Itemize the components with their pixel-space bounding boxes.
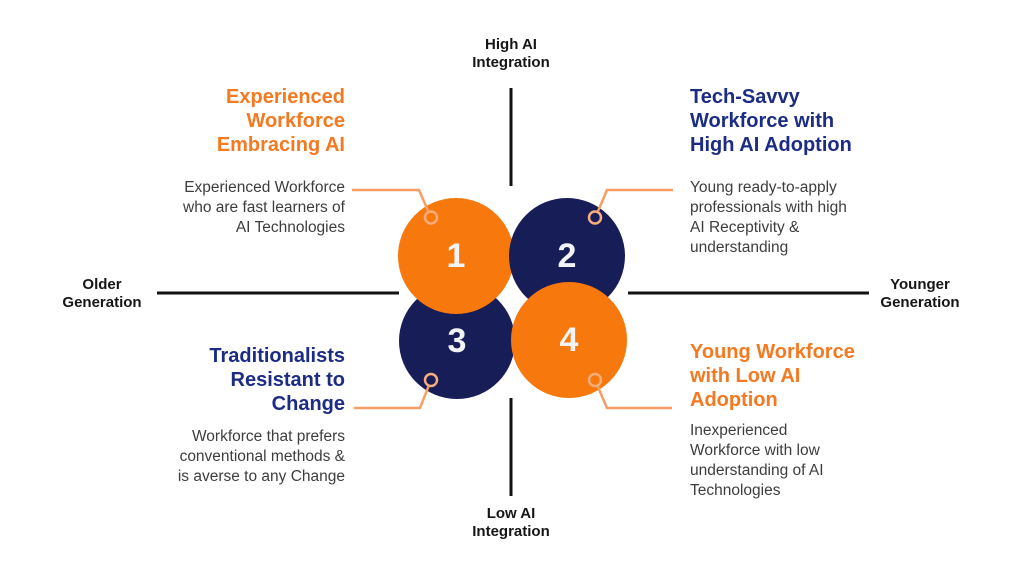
quadrant-3-description-line: conventional methods & [179,448,345,465]
connector-line-quadrant2 [596,188,673,212]
circle-4-number: 4 [559,321,579,359]
circle-3-traditionalists: 3 [399,283,515,399]
quadrant-3-description-line: is averse to any Change [177,468,345,485]
quadrant-1-description-line: Experienced Workforce [184,179,345,196]
quadrant-4-title-line: Young Workforce [690,341,855,363]
quadrant-2-title-line: Workforce with [690,110,835,132]
quadrant-2-description-line: understanding [690,239,789,256]
quadrant-2-description: Young ready-to-apply professionals with … [690,178,847,258]
quadrant-1-description-line: who are fast learners of [183,199,345,216]
quadrant-1-title: Experienced Workforce Embracing AI [217,85,345,157]
quadrant-2-description-line: AI Receptivity & [690,219,800,236]
quadrant-2-description-line: Young ready-to-apply [690,179,837,196]
quadrant-3-title-line: Change [271,393,345,415]
quadrant-1-description: Experienced Workforce who are fast learn… [183,178,345,238]
axis-label-high-ai-integration: High AI Integration [411,36,611,72]
axis-label-line: Integration [472,54,550,71]
circle-1-number: 1 [446,237,466,275]
quadrant-4-description-line: Technologies [690,482,781,499]
connector-line-quadrant1 [352,188,430,212]
quadrant-1-title-line: Workforce [246,110,345,132]
quadrant-3-title: Traditionalists Resistant to Change [209,344,345,416]
axis-label-low-ai-integration: Low AI Integration [411,505,611,541]
axis-label-line: Integration [472,523,550,540]
axis-label-line: Low AI [486,505,536,522]
quadrant-1-title-line: Experienced [226,86,345,108]
circle-3-number: 3 [447,322,467,360]
quadrant-3-title-line: Traditionalists [209,345,345,367]
quadrant-3-description: Workforce that prefers conventional meth… [178,427,345,487]
quadrant-4-title-line: Adoption [690,389,778,411]
quadrant-1-description-line: AI Technologies [235,219,345,236]
axis-label-line: Younger [890,276,950,293]
circle-1-experienced-workforce: 1 [398,198,514,314]
axis-label-older-generation: Older Generation [2,276,202,312]
connector-line-quadrant3 [354,386,430,410]
quadrant-4-description-line: Workforce with low [690,442,820,459]
quadrant-2-title-line: Tech-Savvy [690,86,800,108]
quadrant-4-description-line: understanding of AI [690,462,824,479]
quadrant-2-title-line: High AI Adoption [690,134,852,156]
quadrant-4-title-line: with Low AI [690,365,801,387]
circle-4-young-workforce: 4 [511,282,627,398]
axis-label-line: High AI [485,36,537,53]
quadrant-3-description-line: Workforce that prefers [191,428,345,445]
quadrant-3-title-line: Resistant to [230,369,345,391]
axis-label-line: Generation [880,294,960,311]
connector-line-quadrant4 [596,386,672,410]
quadrant-2-description-line: professionals with high [690,199,847,216]
quadrant-2-title: Tech-Savvy Workforce with High AI Adopti… [690,85,852,157]
quadrant-1-title-line: Embracing AI [216,134,345,156]
axis-label-line: Older [82,276,122,293]
quadrant-4-description-line: Inexperienced [690,422,788,439]
axis-label-line: Generation [62,294,142,311]
circle-2-number: 2 [557,237,577,275]
axis-label-younger-generation: Younger Generation [820,276,1020,312]
quadrant-4-description: Inexperienced Workforce with low underst… [690,421,824,501]
quadrant-4-title: Young Workforce with Low AI Adoption [690,340,855,412]
